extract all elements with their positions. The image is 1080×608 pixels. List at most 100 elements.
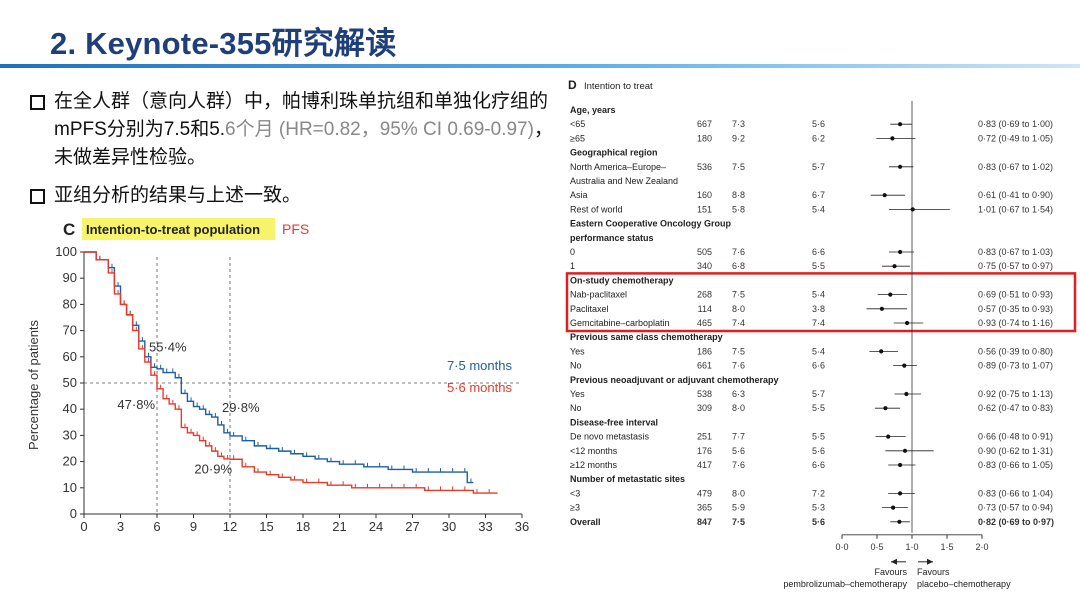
row-median-a: 7·6 (732, 460, 745, 470)
hr-point (910, 207, 915, 212)
row-label: Australia and New Zealand (570, 176, 678, 186)
row-median-a: 8·0 (732, 304, 745, 314)
bullet-item-1: 在全人群（意向人群）中，帕博利珠单抗组和单独化疗组的mPFS分别为7.5和5.6… (30, 88, 570, 172)
row-label: Number of metastatic sites (570, 474, 685, 484)
arrow-head-right-icon (927, 558, 933, 565)
row-label: Yes (570, 389, 585, 399)
row-median-b: 5·5 (812, 403, 825, 413)
row-ci: 0·57 (0·35 to 0·93) (978, 304, 1053, 314)
row-n: 160 (697, 190, 712, 200)
x-tick-label: 0 (80, 519, 87, 534)
km-annotation: 20·9% (194, 461, 232, 476)
km-title: Intention-to-treat population (86, 222, 260, 237)
row-label: Rest of world (570, 204, 623, 214)
row-median-b: 6·2 (812, 133, 825, 143)
hr-point (883, 406, 888, 411)
y-tick-label: 20 (63, 454, 77, 469)
row-ci: 0·69 (0·51 to 0·93) (978, 290, 1053, 300)
y-tick-label: 50 (63, 375, 77, 390)
x-tick-label: 12 (223, 519, 237, 534)
x-tick-label: 6 (153, 519, 160, 534)
row-label: ≥12 months (570, 460, 617, 470)
row-median-b: 6·7 (812, 190, 825, 200)
row-median-a: 6·8 (732, 261, 745, 271)
hr-point (904, 391, 909, 397)
km-annotation: 47·8% (117, 397, 155, 412)
row-median-a: 7·6 (732, 361, 745, 371)
km-annotation: 29·8% (222, 400, 260, 415)
row-median-b: 5·5 (812, 261, 825, 271)
row-ci: 0·82 (0·69 to 0·97) (978, 517, 1054, 527)
y-tick-label: 100 (55, 244, 77, 259)
row-n: 309 (697, 403, 712, 413)
row-label: Previous neoadjuvant or adjuvant chemoth… (570, 375, 779, 385)
row-median-a: 6·3 (732, 389, 745, 399)
row-ci: 0·73 (0·57 to 0·94) (978, 503, 1053, 513)
row-n: 847 (697, 517, 712, 527)
row-label: Previous same class chemotherapy (570, 332, 723, 342)
row-n: 268 (697, 290, 712, 300)
row-n: 536 (697, 162, 712, 172)
row-label: No (570, 403, 582, 413)
hr-point (886, 434, 891, 439)
hr-point (898, 122, 903, 127)
hr-point (898, 164, 903, 169)
y-tick-label: 70 (63, 323, 77, 338)
row-n: 180 (697, 133, 712, 143)
hr-point (897, 519, 902, 524)
hr-point (890, 136, 895, 141)
row-label: Nab-paclitaxel (570, 290, 627, 300)
row-n: 340 (697, 261, 712, 271)
row-label: De novo metastasis (570, 432, 650, 442)
x-tick-label: 30 (442, 519, 456, 534)
km-ylabel: Percentage of patients (26, 319, 41, 450)
row-label: Geographical region (570, 148, 658, 158)
row-median-a: 7·5 (732, 162, 745, 172)
row-median-a: 8·0 (732, 488, 745, 498)
row-median-b: 5·3 (812, 503, 825, 513)
arrow-head-left-icon (891, 558, 897, 565)
row-median-b: 7·4 (812, 318, 825, 328)
row-label: Asia (570, 190, 588, 200)
hr-point (905, 320, 910, 326)
km-annotation: 55·4% (149, 340, 187, 355)
hr-point (898, 249, 903, 255)
title-underline (0, 64, 1080, 68)
title-highlight (82, 218, 275, 240)
row-median-b: 5·4 (812, 290, 825, 300)
row-median-b: 5·6 (812, 446, 825, 456)
hr-point (891, 505, 896, 510)
forest-x-tick-label: 1·5 (940, 542, 953, 552)
row-label: Paclitaxel (570, 304, 609, 314)
forest-title: Intention to treat (584, 81, 653, 92)
row-ci: 0·83 (0·66 to 1·05) (978, 460, 1053, 470)
row-n: 465 (697, 318, 712, 328)
row-median-b: 5·6 (812, 517, 825, 527)
row-label: On-study chemotherapy (570, 275, 674, 285)
hr-point (888, 292, 893, 297)
row-label: Eastern Cooperative Oncology Group (570, 219, 732, 229)
row-ci: 0·93 (0·74 to 1·16) (978, 318, 1053, 328)
row-median-a: 8·0 (732, 403, 745, 413)
row-ci: 0·83 (0·69 to 1·00) (978, 119, 1053, 129)
row-ci: 0·83 (0·66 to 1·04) (978, 488, 1053, 498)
bullet-1-text: 在全人群（意向人群）中，帕博利珠单抗组和单独化疗组的mPFS分别为7.5和5. (54, 91, 549, 140)
row-ci: 0·83 (0·67 to 1·02) (978, 162, 1053, 172)
x-tick-label: 9 (190, 519, 197, 534)
panel-letter-d: D (568, 78, 577, 92)
hr-point (902, 363, 907, 368)
row-label: Overall (570, 517, 601, 527)
row-n: 251 (697, 432, 712, 442)
forest-x-tick-label: 2·0 (975, 542, 988, 552)
row-median-b: 5·6 (812, 119, 825, 129)
row-label: ≥65 (570, 133, 585, 143)
row-n: 479 (697, 488, 712, 498)
x-tick-label: 36 (515, 519, 529, 534)
y-tick-label: 60 (63, 349, 77, 364)
row-label: No (570, 361, 582, 371)
row-n: 114 (698, 304, 712, 314)
row-median-b: 5·4 (812, 204, 825, 214)
page-title: 2. Keynote-355研究解读 (50, 26, 397, 61)
hr-point (898, 491, 903, 496)
panel-letter-c: C (63, 220, 75, 239)
